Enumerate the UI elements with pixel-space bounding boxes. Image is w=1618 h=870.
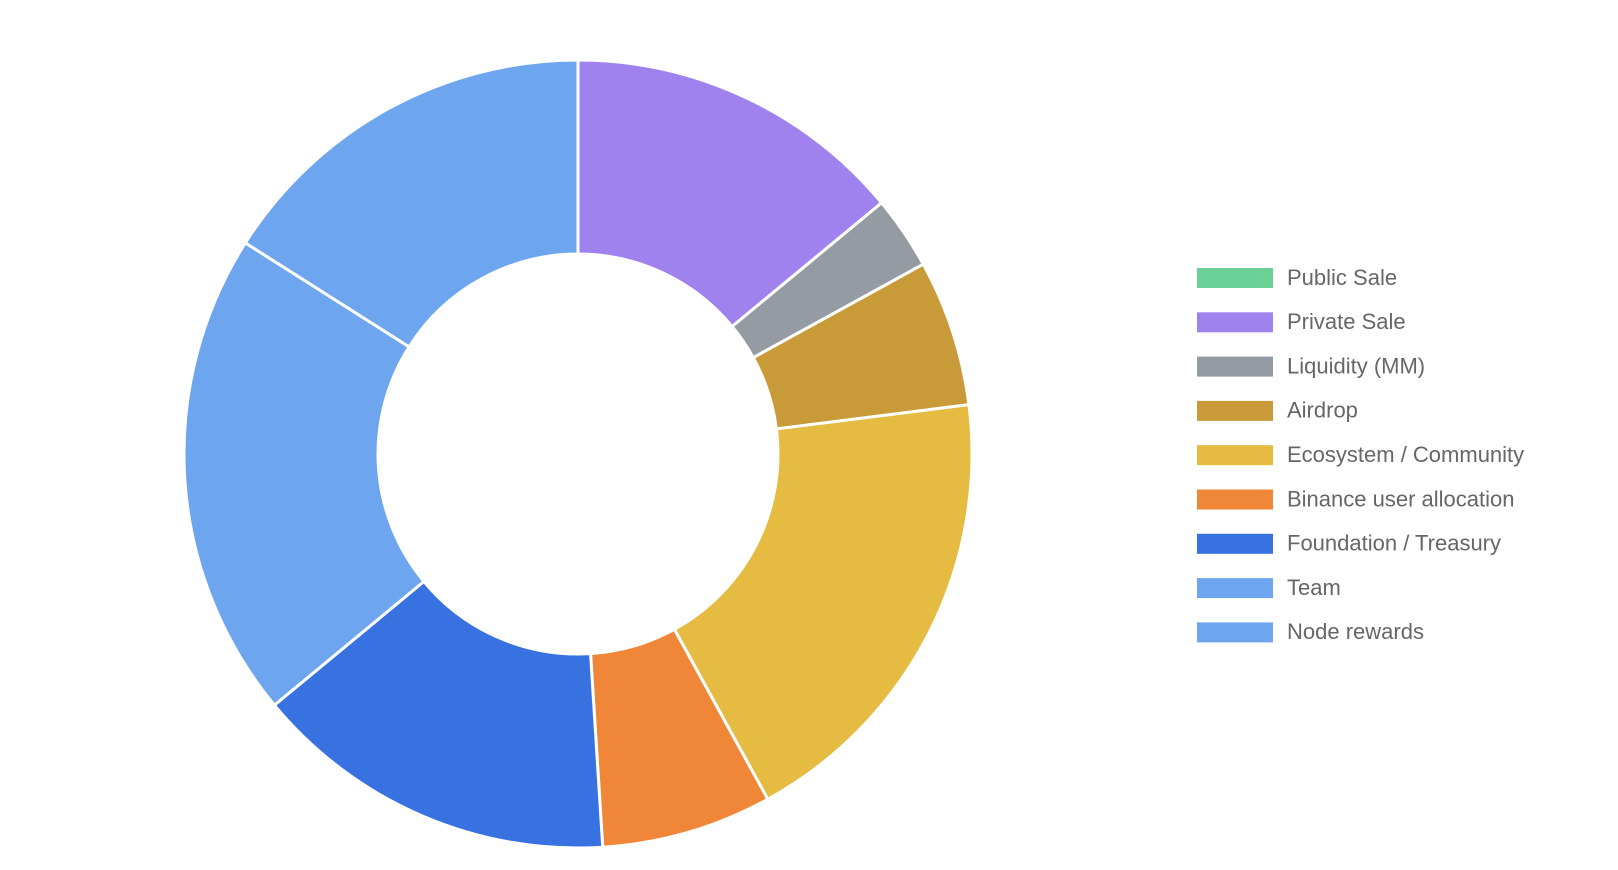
legend-swatch <box>1197 622 1273 643</box>
legend-label: Public Sale <box>1287 265 1397 290</box>
legend-label: Binance user allocation <box>1287 486 1514 511</box>
legend-swatch <box>1197 356 1273 377</box>
legend-label: Node rewards <box>1287 619 1424 644</box>
slice <box>182 240 427 708</box>
legend-label: Airdrop <box>1287 398 1358 423</box>
legend-swatch <box>1197 400 1273 421</box>
legend-swatch <box>1197 578 1273 599</box>
legend-label: Foundation / Treasury <box>1287 531 1501 556</box>
legend-swatch <box>1197 489 1273 510</box>
legend-label: Ecosystem / Community <box>1287 442 1524 467</box>
slice <box>576 58 884 329</box>
legend-swatch <box>1197 533 1273 554</box>
slice <box>243 58 580 349</box>
legend-swatch <box>1197 445 1273 466</box>
slice <box>672 402 974 802</box>
legend-label: Liquidity (MM) <box>1287 353 1425 378</box>
legend-label: Private Sale <box>1287 309 1406 334</box>
legend-swatch <box>1197 312 1273 333</box>
legend-label: Team <box>1287 575 1341 600</box>
slice <box>272 579 605 850</box>
legend-swatch <box>1197 268 1273 288</box>
